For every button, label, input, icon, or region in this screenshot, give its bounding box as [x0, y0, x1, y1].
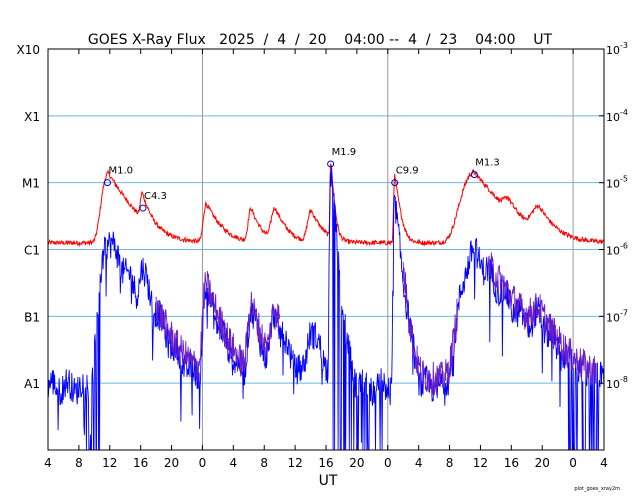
flare-markers: M1.0 C4.3 M1.9 C9.9 M1.3 [103, 147, 500, 212]
series-line-short-secondary [487, 252, 597, 386]
x-axis-label: UT [319, 473, 338, 489]
x-tick-label: 4 [230, 456, 238, 470]
left-axis-label: X10 [17, 43, 41, 57]
flare-label: C9.9 [396, 166, 419, 177]
series-line-short-secondary [155, 271, 211, 383]
right-axis-label: 10-5 [606, 175, 628, 191]
x-tick-label: 20 [349, 456, 364, 470]
flare-label: M1.3 [475, 158, 500, 169]
right-axis-label: 10-3 [606, 41, 628, 57]
right-axis-label: 10-7 [606, 308, 628, 324]
flare-marker [327, 160, 335, 168]
x-tick-label: 4 [415, 456, 423, 470]
flare-marker [470, 171, 478, 179]
left-axis-label: C1 [24, 244, 40, 258]
flare-marker [103, 179, 111, 187]
x-tick-label: 8 [75, 456, 83, 470]
x-tick-label: 0 [199, 456, 207, 470]
flare-label: M1.0 [108, 166, 133, 177]
left-axis-label: X1 [24, 110, 40, 124]
left-axis-label: A1 [24, 377, 40, 391]
x-tick-label: 0 [569, 456, 577, 470]
x-tick-label: 20 [164, 456, 179, 470]
chart-title: GOES X-Ray Flux 2025 / 4 / 20 04:00 -- 4… [88, 32, 553, 48]
credit-label: plot_goes_xray2m [574, 486, 620, 492]
x-tick-label: 20 [535, 456, 550, 470]
flare-marker [139, 204, 147, 212]
left-axis-labels: X10 X1 M1 C1 B1 A1 [17, 43, 41, 391]
x-tick-label: 16 [133, 456, 148, 470]
x-tick-label: 12 [287, 456, 302, 470]
x-tick-label: 4 [44, 456, 52, 470]
left-axis-label: M1 [22, 177, 40, 191]
right-axis-label: 10-4 [606, 108, 628, 124]
x-tick-label: 8 [260, 456, 268, 470]
x-tick-label: 16 [318, 456, 333, 470]
series-line-long [47, 163, 605, 248]
flare-label: M1.9 [332, 147, 357, 158]
x-tick-label: 16 [504, 456, 519, 470]
series-line-short-secondary [402, 261, 458, 395]
x-tick-label: 12 [102, 456, 117, 470]
x-tick-label: 8 [446, 456, 454, 470]
grid-lines [48, 115, 604, 384]
flare-label: C4.3 [144, 191, 167, 202]
x-tick-label: 0 [384, 456, 392, 470]
x-tick-label: 12 [473, 456, 488, 470]
series-line-short-secondary [209, 282, 281, 377]
right-axis-labels: 10-3 10-4 10-5 10-6 10-7 10-8 [599, 41, 628, 391]
x-tick-label: 4 [600, 456, 608, 470]
flare-marker [391, 179, 399, 187]
x-axis-ticks: 4 8 12 16 20 0 4 8 12 16 20 0 4 8 12 16 20 0 4 [44, 49, 608, 470]
left-axis-label: B1 [24, 310, 40, 324]
right-axis-label: 10-6 [606, 242, 628, 258]
flux-series [47, 163, 605, 451]
series-line-short [47, 165, 605, 451]
right-axis-label: 10-8 [606, 375, 628, 391]
